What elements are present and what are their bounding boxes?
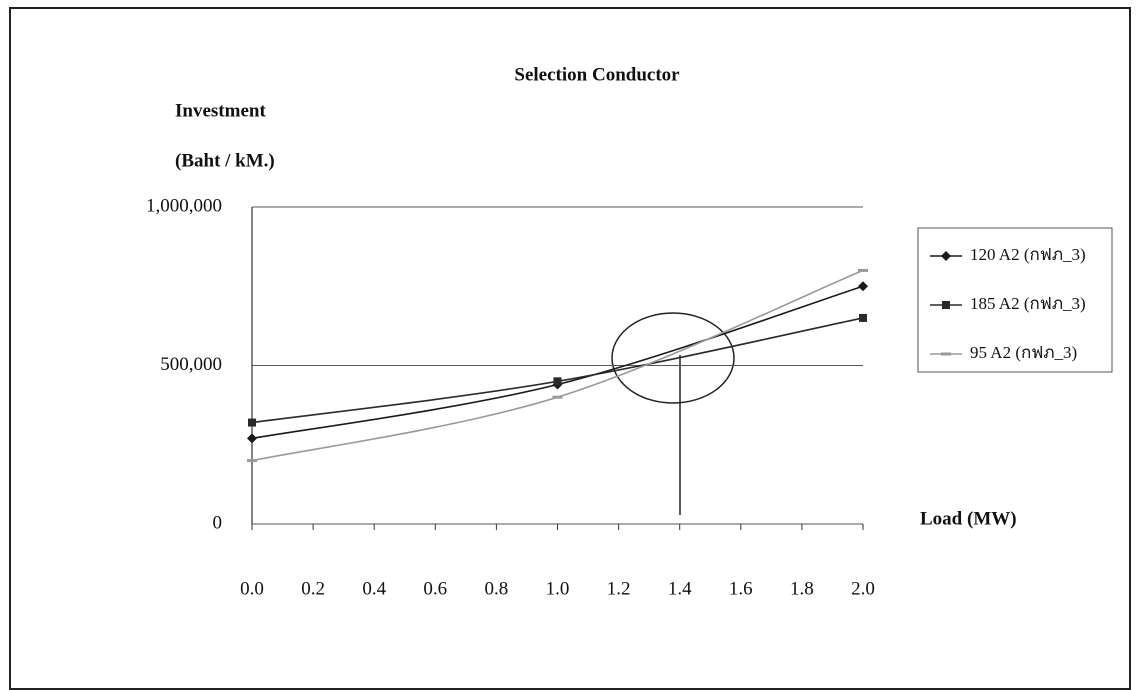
- legend-marker: [942, 301, 950, 309]
- x-tick-label: 0.8: [485, 578, 509, 599]
- y-tick-label: 1,000,000: [146, 195, 222, 216]
- y-axis-label: Investment: [175, 100, 266, 121]
- highlight-ellipse: [612, 313, 734, 403]
- x-tick-label: 2.0: [851, 578, 875, 599]
- y-axis-label: (Baht / kM.): [175, 150, 275, 171]
- x-tick-label: 1.6: [729, 578, 753, 599]
- y-tick-label: 0: [213, 512, 223, 533]
- x-axis-label: Load (MW): [920, 508, 1017, 529]
- x-tick-label: 1.8: [790, 578, 814, 599]
- marker: [554, 377, 562, 385]
- x-tick-label: 0.4: [362, 578, 386, 599]
- y-tick-label: 500,000: [160, 354, 222, 375]
- legend-label: 120 A2 (กฟภ_3): [970, 245, 1086, 264]
- marker: [859, 314, 867, 322]
- marker: [247, 459, 257, 462]
- legend-marker: [941, 353, 951, 356]
- x-tick-label: 0.0: [240, 578, 264, 599]
- marker: [858, 269, 868, 272]
- marker: [553, 396, 563, 399]
- x-tick-label: 1.0: [546, 578, 570, 599]
- x-tick-label: 1.2: [607, 578, 631, 599]
- chart-title: Selection Conductor: [514, 64, 680, 85]
- series-line: [252, 286, 863, 438]
- marker: [247, 433, 257, 443]
- chart: Selection Conductor Investment (Baht / k…: [0, 0, 1140, 690]
- marker: [248, 419, 256, 427]
- legend-label: 95 A2 (กฟภ_3): [970, 343, 1077, 362]
- legend-label: 185 A2 (กฟภ_3): [970, 294, 1086, 313]
- x-tick-label: 0.6: [423, 578, 447, 599]
- x-tick-label: 1.4: [668, 578, 692, 599]
- series-line: [252, 318, 863, 423]
- marker: [858, 281, 868, 291]
- x-tick-label: 0.2: [301, 578, 325, 599]
